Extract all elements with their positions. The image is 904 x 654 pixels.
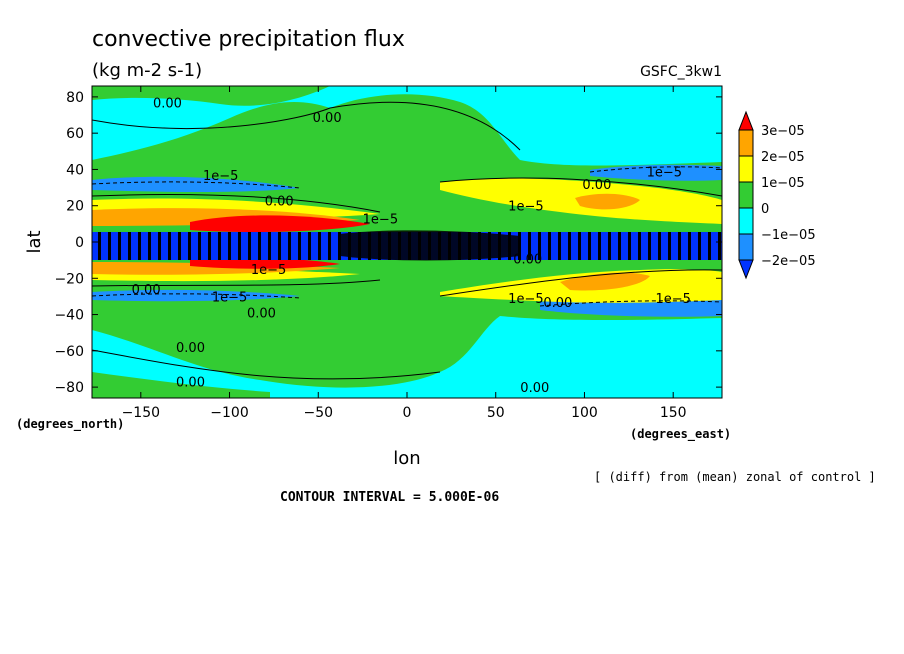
- colorbar-label: −1e−05: [761, 228, 816, 243]
- colorbar-segment: [738, 129, 754, 157]
- y-axis: 80 60 40 20 0 −20 −40 −60 −80: [54, 90, 722, 396]
- contour-labels: 0.000.001e−50.001e−51e−50.001e−51e−50.00…: [132, 96, 691, 396]
- y-tick-label: −20: [54, 271, 84, 287]
- model-name: GSFC_3kw1: [640, 64, 722, 80]
- contour-label: 0.00: [543, 296, 572, 311]
- green-south-polar: [92, 372, 270, 398]
- y-tick-label: 40: [66, 162, 84, 178]
- contour-label: 0.00: [176, 376, 205, 391]
- contour-label: 1e−5: [508, 292, 543, 307]
- y-tick-label: −80: [54, 380, 84, 396]
- contour-label: 0.00: [247, 307, 276, 322]
- y-tick-label: 0: [75, 235, 84, 251]
- colorbar-segment: [738, 233, 754, 261]
- x-axis: −150 −100 −50 0 50 100 150: [122, 86, 687, 421]
- diff-note: [ (diff) from (mean) zonal of control ]: [594, 470, 876, 484]
- contour-label: 0.00: [513, 252, 542, 267]
- blue-band-ne: [590, 164, 722, 181]
- contour-label: 0.00: [313, 111, 342, 126]
- negative-contours: [92, 166, 722, 307]
- contour-label: 0.00: [176, 341, 205, 356]
- colorbar-label: −2e−05: [761, 254, 816, 269]
- blue-band-sw: [92, 289, 300, 302]
- x-tick-label: 50: [487, 405, 505, 421]
- x-tick-label: 0: [403, 405, 412, 421]
- y-tick-label: 80: [66, 90, 84, 106]
- x-tick-label: 150: [660, 405, 687, 421]
- colorbar-label: 2e−05: [761, 150, 805, 165]
- y-tick-label: 20: [66, 199, 84, 215]
- contour-label: 0.00: [132, 283, 161, 298]
- contour-label: 1e−5: [647, 165, 682, 180]
- y-tick-label: 60: [66, 126, 84, 142]
- x-axis-label: lon: [393, 448, 420, 469]
- orange-blob-ne: [575, 193, 640, 210]
- contour-label: 1e−5: [363, 212, 398, 227]
- contour-label: 0.00: [520, 381, 549, 396]
- contour-label: 1e−5: [655, 292, 690, 307]
- contour-label: 1e−5: [251, 263, 286, 278]
- contour-label: 1e−5: [508, 200, 543, 215]
- x-tick-label: −50: [303, 405, 333, 421]
- x-tick-label: −150: [122, 405, 160, 421]
- y-unit-label: (degrees_north): [16, 417, 124, 432]
- contour-label: 1e−5: [212, 290, 247, 305]
- x-tick-label: 100: [571, 405, 598, 421]
- colorbar: 3e−05 2e−05 1e−05 0 −1e−05 −2e−05: [738, 110, 816, 280]
- chart-title: convective precipitation flux: [92, 27, 405, 52]
- colorbar-segment: [738, 155, 754, 183]
- contour-label: 1e−5: [203, 169, 238, 184]
- contour-label: 0.00: [265, 194, 294, 209]
- blue-band-nw: [92, 176, 300, 192]
- red-core-south: [190, 257, 340, 269]
- colorbar-segment: [738, 207, 754, 235]
- y-axis-label: lat: [24, 230, 45, 253]
- red-core-north: [190, 215, 370, 232]
- colorbar-label: 3e−05: [761, 124, 805, 139]
- equatorial-dark-center: [340, 230, 520, 261]
- contour-label: 0.00: [153, 96, 182, 111]
- x-tick-label: −100: [210, 405, 248, 421]
- contour-label: 0.00: [582, 178, 611, 193]
- plot-field: 0.000.001e−50.001e−51e−50.001e−51e−50.00…: [92, 86, 722, 398]
- colorbar-label: 0: [761, 202, 769, 217]
- x-unit-label: (degrees_east): [630, 427, 731, 442]
- y-tick-label: −40: [54, 308, 84, 324]
- y-tick-label: −60: [54, 344, 84, 360]
- contour-interval: CONTOUR INTERVAL = 5.000E-06: [280, 490, 499, 505]
- colorbar-bottom-arrow: [738, 259, 754, 280]
- chart-units: (kg m-2 s-1): [92, 60, 202, 81]
- colorbar-segment: [738, 181, 754, 209]
- colorbar-label: 1e−05: [761, 176, 805, 191]
- contour-lines: [92, 101, 722, 380]
- colorbar-top-arrow: [738, 110, 754, 131]
- green-north-polar: [92, 86, 330, 106]
